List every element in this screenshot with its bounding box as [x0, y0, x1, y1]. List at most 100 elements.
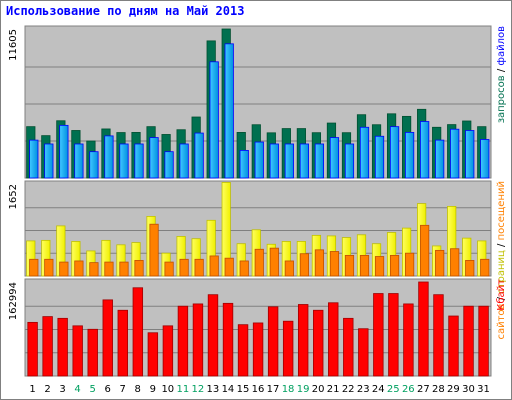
bar-kbajt-day-11: [177, 305, 189, 377]
bar-faily-day-14: [224, 43, 234, 179]
series-label-middle: сайтов / страниц / посещений: [496, 181, 507, 340]
x-tick-label-day-5: 5: [89, 384, 95, 395]
bar-sajty-day-8: [134, 260, 144, 277]
bar-faily-day-6: [104, 135, 114, 179]
bar-sajty-day-11: [179, 258, 189, 277]
x-tick-label-day-1: 1: [29, 384, 35, 395]
bar-kbajt-day-27: [418, 281, 429, 377]
x-tick-label-day-27: 27: [417, 384, 430, 395]
x-tick-label-day-15: 15: [237, 384, 250, 395]
y-max-label-bottom: 162994: [8, 282, 19, 320]
bar-sajty-day-22: [344, 254, 355, 277]
bar-faily-day-28: [435, 139, 445, 179]
bar-faily-day-11: [179, 143, 189, 179]
chart-panels: 11605 запросов / файлов 1652 сайтов / стран…: [8, 25, 507, 377]
bar-kbajt-day-25: [388, 293, 399, 377]
bar-kbajt-day-15: [237, 324, 249, 377]
bar-sajty-day-7: [119, 261, 129, 277]
x-tick-label-day-23: 23: [357, 384, 370, 395]
chart-panel-middle: 1652 сайтов / страниц / посещений: [8, 180, 507, 340]
bar-kbajt-day-24: [373, 293, 384, 377]
bar-kbajt-day-16: [252, 322, 264, 377]
x-tick-label-day-21: 21: [327, 384, 340, 395]
chart-panel-top: 11605 запросов / файлов: [8, 25, 507, 179]
x-tick-label-day-25: 25: [387, 384, 400, 395]
bar-faily-day-23: [359, 126, 370, 179]
bar-kbajt-day-17: [267, 306, 279, 377]
bar-kbajt-day-13: [207, 294, 219, 377]
bar-faily-day-30: [465, 130, 475, 179]
x-tick-label-day-3: 3: [59, 384, 65, 395]
series-label-part: запросов: [496, 75, 507, 123]
bar-sajty-day-13: [209, 255, 219, 277]
bar-faily-day-21: [329, 137, 340, 179]
bar-faily-day-10: [164, 151, 174, 179]
x-tick-label-day-18: 18: [282, 384, 295, 395]
bar-sajty-day-23: [359, 254, 370, 277]
bar-faily-day-12: [194, 132, 204, 179]
bar-sajty-day-27: [420, 224, 430, 277]
bar-faily-day-3: [59, 124, 69, 179]
bar-kbajt-day-4: [72, 325, 83, 377]
bar-sajty-day-29: [450, 248, 460, 277]
bar-kbajt-day-10: [162, 325, 174, 377]
x-tick-label-day-14: 14: [222, 384, 235, 395]
bar-faily-day-7: [119, 143, 129, 179]
bar-kbajt-day-3: [57, 317, 68, 377]
series-label-part: /: [496, 240, 507, 250]
bar-sajty-day-2: [44, 258, 54, 277]
x-tick-label-day-19: 19: [297, 384, 310, 395]
bar-kbajt-day-31: [478, 305, 489, 377]
x-tick-label-day-9: 9: [150, 384, 156, 395]
bar-sajty-day-9: [149, 223, 159, 277]
x-tick-label-day-10: 10: [161, 384, 174, 395]
bar-faily-day-15: [239, 149, 249, 179]
y-max-label-top: 11605: [8, 29, 19, 61]
bar-faily-day-13: [209, 61, 219, 179]
bar-sajty-day-18: [284, 260, 294, 277]
bar-faily-day-31: [480, 139, 490, 179]
bar-kbajt-day-18: [282, 320, 294, 377]
bar-sajty-day-4: [74, 260, 84, 277]
bar-sajty-day-3: [59, 261, 69, 277]
bar-faily-day-16: [254, 141, 264, 179]
series-label-part: страниц: [496, 250, 507, 294]
x-tick-label-day-26: 26: [402, 384, 415, 395]
bar-kbajt-day-26: [403, 303, 414, 377]
bar-sajty-day-10: [164, 261, 174, 277]
bar-sajty-day-20: [314, 249, 325, 277]
bar-kbajt-day-1: [27, 321, 38, 377]
bar-sajty-day-15: [239, 260, 249, 277]
series-label-part: файлов: [496, 26, 507, 66]
bar-kbajt-day-30: [463, 305, 474, 377]
series-label-part: /: [496, 294, 507, 304]
series-label-part: сайтов: [496, 303, 507, 339]
bar-faily-day-2: [44, 143, 54, 179]
bar-sajty-day-30: [465, 260, 475, 277]
x-tick-label-day-8: 8: [135, 384, 141, 395]
bar-kbajt-day-21: [328, 302, 339, 377]
x-tick-label-day-30: 30: [462, 384, 475, 395]
x-tick-label-day-24: 24: [372, 384, 385, 395]
bar-faily-day-9: [149, 137, 159, 179]
series-label-bottom: Кбайт: [496, 279, 507, 311]
bar-faily-day-20: [314, 143, 325, 179]
bar-sajty-day-12: [194, 258, 204, 277]
bar-faily-day-4: [74, 143, 84, 179]
x-tick-label-day-17: 17: [267, 384, 280, 395]
bar-kbajt-day-8: [132, 287, 144, 377]
x-axis-day-labels: 1 2 3 4 5 6 7 8 9 10 11 12 13 14 15 16 17 18 19 20 21 22 23 24 2…: [29, 384, 490, 395]
series-label-part: /: [496, 66, 507, 76]
x-tick-label-day-31: 31: [477, 384, 490, 395]
x-tick-label-day-7: 7: [120, 384, 126, 395]
bar-sajty-day-6: [104, 261, 114, 277]
bar-sajty-day-21: [329, 251, 340, 277]
bar-kbajt-day-9: [147, 332, 159, 377]
x-tick-label-day-6: 6: [104, 384, 110, 395]
x-tick-label-day-22: 22: [342, 384, 355, 395]
bar-sajty-day-19: [299, 253, 309, 277]
bar-sajty-day-25: [389, 254, 400, 277]
bar-sajty-day-14: [224, 257, 234, 277]
